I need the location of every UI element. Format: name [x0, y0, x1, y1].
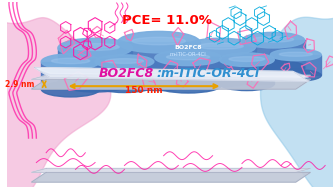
Ellipse shape: [71, 44, 119, 50]
Ellipse shape: [41, 54, 100, 70]
Polygon shape: [118, 42, 200, 80]
Ellipse shape: [185, 38, 256, 56]
Polygon shape: [155, 58, 221, 85]
Ellipse shape: [270, 70, 321, 81]
Polygon shape: [0, 18, 111, 189]
Ellipse shape: [52, 58, 90, 64]
Text: 150 nm: 150 nm: [125, 86, 163, 94]
Text: PCE= 11.0%: PCE= 11.0%: [122, 14, 211, 27]
Ellipse shape: [58, 72, 132, 92]
Polygon shape: [58, 48, 132, 82]
Polygon shape: [31, 79, 310, 89]
Ellipse shape: [166, 54, 210, 60]
Ellipse shape: [118, 31, 200, 53]
Text: 2.9 nm: 2.9 nm: [5, 80, 34, 89]
Text: BO2FC8: BO2FC8: [99, 67, 154, 80]
Polygon shape: [260, 17, 333, 189]
Polygon shape: [41, 62, 100, 89]
Ellipse shape: [253, 37, 294, 42]
Polygon shape: [242, 40, 305, 68]
Polygon shape: [270, 55, 321, 75]
Ellipse shape: [242, 60, 305, 75]
Text: :m-ITIC-OR-4Cl: :m-ITIC-OR-4Cl: [157, 67, 260, 80]
Ellipse shape: [229, 57, 265, 61]
Ellipse shape: [41, 81, 100, 97]
Ellipse shape: [105, 59, 144, 64]
Ellipse shape: [132, 37, 185, 45]
Ellipse shape: [242, 32, 305, 48]
Ellipse shape: [58, 38, 132, 58]
Text: BO2FC8: BO2FC8: [174, 46, 202, 50]
Ellipse shape: [155, 77, 221, 93]
Polygon shape: [31, 75, 310, 79]
Ellipse shape: [197, 43, 243, 49]
Ellipse shape: [219, 53, 274, 67]
Ellipse shape: [155, 50, 221, 66]
Polygon shape: [34, 68, 308, 81]
Text: m-ITIC-OR-4Cl: m-ITIC-OR-4Cl: [170, 52, 206, 57]
Ellipse shape: [118, 69, 200, 91]
Polygon shape: [95, 62, 154, 86]
Ellipse shape: [219, 77, 274, 91]
Polygon shape: [31, 168, 310, 172]
Ellipse shape: [185, 69, 256, 87]
Polygon shape: [34, 68, 308, 77]
Ellipse shape: [270, 49, 321, 61]
Ellipse shape: [279, 52, 312, 56]
Polygon shape: [219, 60, 274, 84]
Polygon shape: [31, 172, 310, 182]
Polygon shape: [185, 47, 256, 78]
Ellipse shape: [95, 55, 154, 69]
Ellipse shape: [95, 79, 154, 93]
